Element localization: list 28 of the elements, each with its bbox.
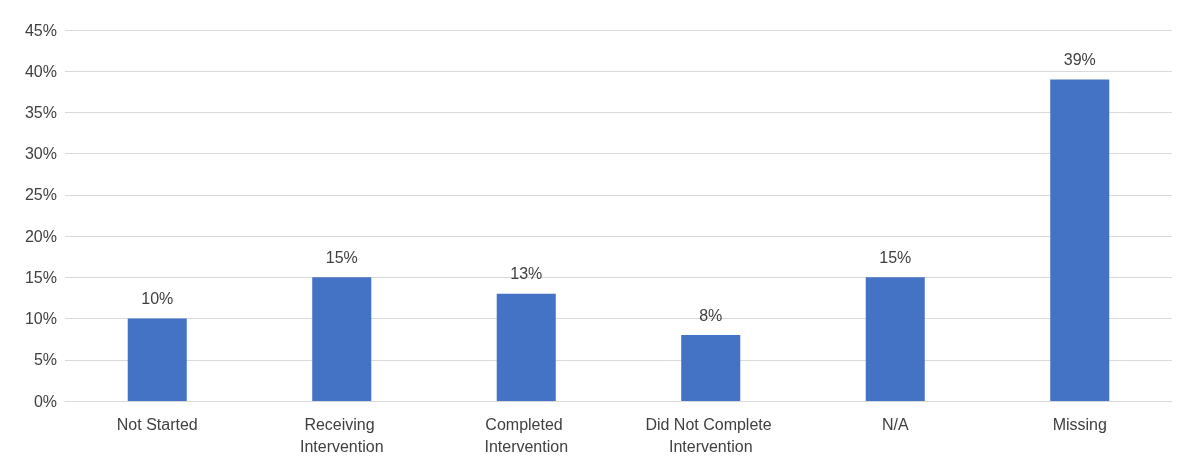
- x-tick-label: Missing: [1052, 415, 1107, 433]
- data-label: 15%: [325, 248, 358, 266]
- bar: [496, 293, 556, 401]
- data-label: 39%: [1063, 50, 1096, 68]
- y-tick-label: 10%: [24, 310, 57, 328]
- data-label: 10%: [141, 290, 174, 308]
- y-tick-label: 45%: [24, 21, 57, 39]
- y-tick-label: 40%: [24, 62, 57, 80]
- y-tick-label: 5%: [33, 351, 57, 369]
- bar: [1050, 79, 1110, 401]
- y-tick-label: 0%: [33, 392, 57, 410]
- bar: [681, 335, 741, 401]
- y-tick-label: 15%: [24, 268, 57, 286]
- y-tick-label: 20%: [24, 227, 57, 245]
- data-label: 8%: [699, 306, 723, 324]
- x-tick-label: Completed Intervention: [484, 415, 569, 455]
- bar: [865, 277, 925, 401]
- x-tick-label: Not Started: [116, 415, 198, 433]
- y-tick-label: 25%: [24, 186, 57, 204]
- y-tick-label: 30%: [24, 145, 57, 163]
- y-tick-label: 35%: [24, 103, 57, 121]
- x-tick-label: Did Not Complete Intervention: [645, 415, 777, 455]
- data-label: 15%: [879, 248, 912, 266]
- x-tick-label: N/A: [881, 415, 909, 433]
- x-tick-label: Receiving Intervention: [299, 415, 384, 455]
- bar: [312, 277, 372, 401]
- bar: [127, 318, 187, 401]
- data-label: 13%: [510, 265, 543, 283]
